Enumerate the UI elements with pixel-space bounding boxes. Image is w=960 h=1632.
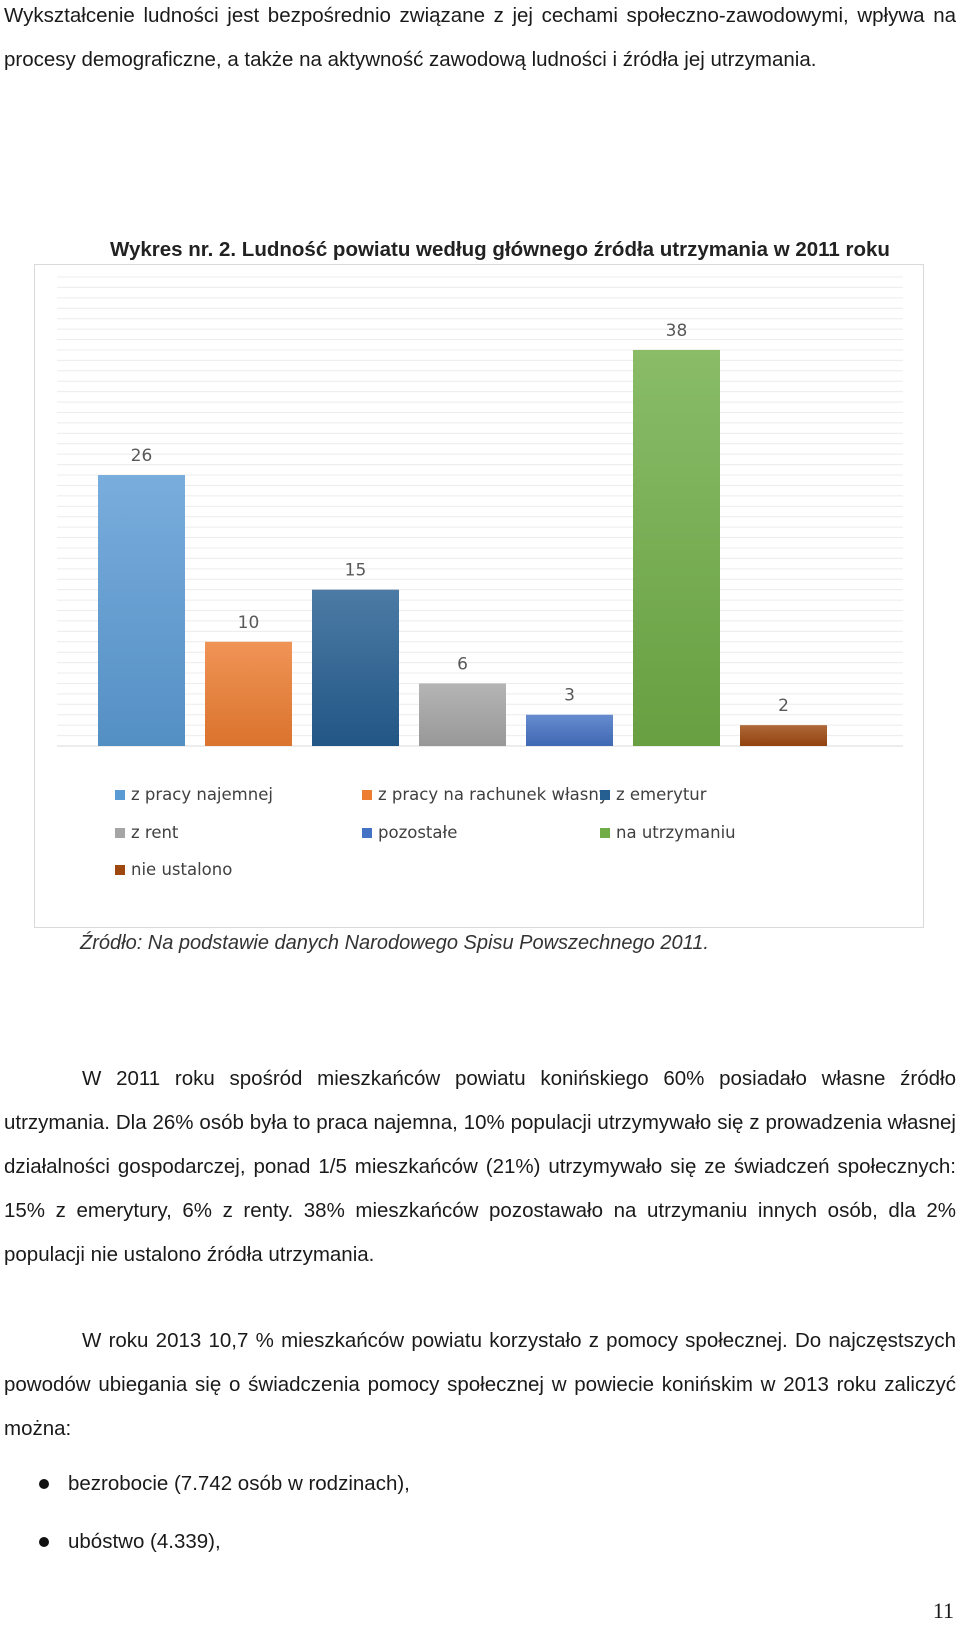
legend-label: z pracy na rachunek własny: [378, 785, 609, 804]
value-label: 26: [131, 446, 153, 466]
legend-label: z emerytur: [616, 785, 707, 804]
value-label: 2: [778, 696, 789, 716]
bar-z-emerytur: [312, 589, 399, 746]
legend-swatch: [115, 790, 125, 800]
reasons-list: bezrobocie (7.742 osób w rodzinach), ubó…: [0, 1462, 410, 1578]
legend-swatch: [362, 828, 372, 838]
paragraph-main: W 2011 roku spośród mieszkańców powiatu …: [4, 1067, 956, 1266]
legend-label: nie ustalono: [131, 860, 232, 879]
bullet-icon: [39, 1537, 49, 1547]
legend-label: na utrzymaniu: [616, 823, 736, 842]
chart-bars: [98, 349, 827, 746]
legend-swatch: [115, 865, 125, 875]
chart-heading: Wykres nr. 2. Ludność powiatu według głó…: [110, 238, 890, 261]
list-item-text: ubóstwo (4.339),: [68, 1530, 221, 1553]
bar-chart: 26 10 15 6 3 38 2 z pracy najemnej z pracy na r…: [34, 264, 924, 928]
legend-label: z pracy najemnej: [131, 785, 273, 804]
page-number: 11: [932, 1598, 954, 1623]
bar-na-utrzymaniu: [633, 349, 720, 746]
bar-z-pracy-na-rachunek-własny: [205, 641, 292, 746]
legend-swatch: [115, 828, 125, 838]
legend-swatch: [600, 790, 610, 800]
bar-z-rent: [419, 683, 506, 746]
list-item-text: bezrobocie (7.742 osób w rodzinach),: [68, 1472, 410, 1495]
chart-value-labels: 26 10 15 6 3 38 2: [131, 321, 789, 716]
value-label: 38: [666, 321, 688, 341]
legend-label: pozostałe: [378, 823, 457, 842]
chart-legend: z pracy najemnej z pracy na rachunek włas…: [115, 785, 736, 879]
legend-label: z rent: [131, 823, 179, 842]
bar-pozostałe: [526, 714, 613, 746]
bar-nie-ustalono: [740, 725, 827, 746]
legend-swatch: [362, 790, 372, 800]
legend-swatch: [600, 828, 610, 838]
value-label: 15: [345, 561, 367, 581]
intro-paragraph: Wykształcenie ludności jest bezpośrednio…: [4, 4, 956, 71]
chart-svg: 26 10 15 6 3 38 2 z pracy najemnej z pracy na r…: [57, 276, 903, 879]
bullet-icon: [39, 1479, 49, 1489]
list-item: ubóstwo (4.339),: [0, 1520, 410, 1578]
bar-z-pracy-najemnej: [98, 475, 185, 746]
list-item: bezrobocie (7.742 osób w rodzinach),: [0, 1462, 410, 1520]
value-label: 3: [564, 686, 575, 706]
source-note: Źródło: Na podstawie danych Narodowego S…: [80, 932, 709, 954]
value-label: 6: [457, 654, 468, 674]
paragraph-assistance: W roku 2013 10,7 % mieszkańców powiatu k…: [4, 1329, 956, 1440]
value-label: 10: [238, 613, 260, 633]
